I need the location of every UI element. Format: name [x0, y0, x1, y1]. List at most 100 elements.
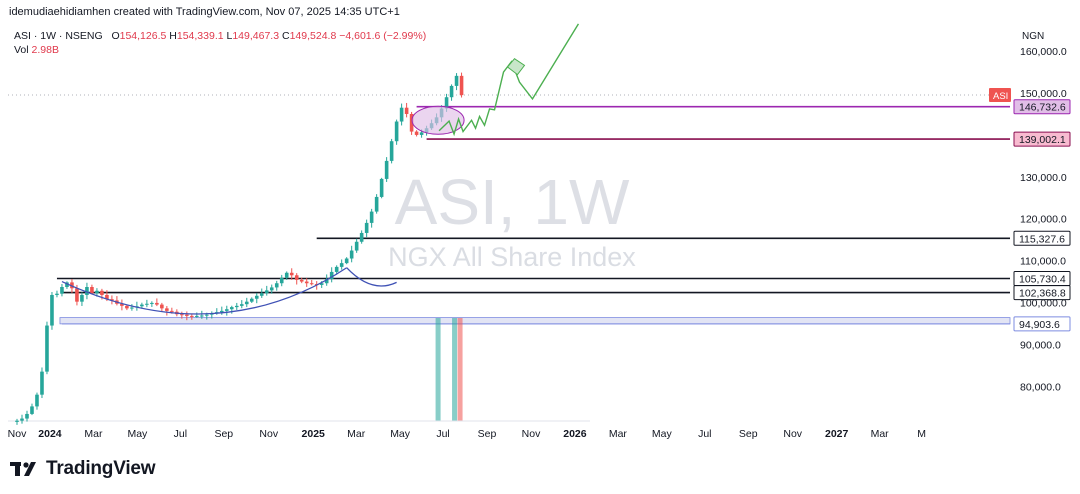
candle[interactable]: [150, 301, 154, 307]
candle[interactable]: [304, 278, 309, 287]
candle[interactable]: [145, 299, 149, 308]
candle[interactable]: [165, 306, 169, 316]
candle[interactable]: [334, 265, 339, 275]
y-tick-label: 120,000.0: [1020, 214, 1067, 226]
candle[interactable]: [369, 208, 374, 228]
candle[interactable]: [120, 299, 124, 311]
currency-label: NGN: [1022, 31, 1044, 42]
candle[interactable]: [274, 280, 279, 291]
candle-body: [284, 272, 289, 278]
candle[interactable]: [389, 138, 394, 164]
volume-legend: Vol 2.98B: [14, 44, 59, 56]
candle[interactable]: [50, 292, 54, 330]
candle[interactable]: [269, 284, 274, 294]
candle[interactable]: [329, 267, 334, 283]
candle[interactable]: [20, 414, 24, 424]
candle[interactable]: [364, 219, 369, 238]
candle[interactable]: [85, 282, 89, 300]
candle[interactable]: [409, 111, 414, 135]
candle[interactable]: [344, 257, 349, 265]
candle[interactable]: [110, 295, 114, 305]
candle[interactable]: [294, 273, 299, 285]
y-tick-label: 160,000.0: [1020, 46, 1067, 58]
candle[interactable]: [55, 290, 59, 298]
candle[interactable]: [130, 304, 134, 311]
candle-body: [165, 308, 169, 311]
x-tick-label: Mar: [84, 428, 103, 440]
candle[interactable]: [254, 293, 259, 304]
candle-body: [30, 406, 34, 414]
candle[interactable]: [60, 283, 64, 297]
candle[interactable]: [359, 230, 364, 244]
candle[interactable]: [264, 285, 269, 296]
candle-body: [100, 290, 104, 295]
candle[interactable]: [414, 130, 419, 137]
candle-body: [200, 315, 204, 317]
candle[interactable]: [244, 297, 249, 308]
candle[interactable]: [374, 194, 379, 214]
candle[interactable]: [234, 302, 239, 310]
candle-body: [324, 279, 329, 284]
candle[interactable]: [459, 72, 464, 98]
candle[interactable]: [239, 300, 244, 309]
candle[interactable]: [30, 403, 34, 416]
candle[interactable]: [249, 297, 254, 304]
candle-body: [185, 314, 189, 316]
candle[interactable]: [155, 298, 159, 307]
candle[interactable]: [125, 304, 129, 311]
candle[interactable]: [15, 418, 19, 425]
candle-body: [244, 301, 249, 305]
candle[interactable]: [80, 292, 84, 306]
candle[interactable]: [35, 392, 39, 410]
candle-body: [229, 307, 234, 310]
candle[interactable]: [454, 73, 459, 91]
candle[interactable]: [90, 284, 94, 295]
candle[interactable]: [25, 410, 29, 422]
candle[interactable]: [135, 301, 139, 311]
candle[interactable]: [180, 311, 184, 319]
candle-body: [329, 271, 334, 280]
candle[interactable]: [200, 310, 204, 319]
y-tick-label: 100,000.0: [1020, 298, 1067, 310]
candle-body: [85, 287, 89, 295]
symbol-label[interactable]: ASI · 1W · NSENG: [14, 30, 103, 42]
candle[interactable]: [289, 268, 294, 280]
candle[interactable]: [309, 279, 314, 286]
candle-body: [399, 107, 404, 122]
candle[interactable]: [449, 84, 454, 101]
cup-curve: [61, 267, 348, 315]
candle-body: [140, 304, 144, 307]
volume-bar: [452, 318, 458, 421]
candle[interactable]: [379, 177, 384, 199]
close-key: C: [281, 30, 290, 42]
high-key: H: [169, 30, 177, 42]
candle[interactable]: [160, 302, 164, 312]
candle[interactable]: [399, 103, 404, 126]
candle[interactable]: [349, 245, 354, 263]
candle[interactable]: [279, 274, 284, 287]
candle[interactable]: [115, 296, 119, 306]
candle[interactable]: [259, 288, 264, 298]
candle[interactable]: [299, 277, 304, 284]
candle[interactable]: [65, 281, 69, 289]
candle-body: [45, 325, 49, 372]
candle[interactable]: [384, 157, 389, 182]
consolidation-ellipse: [411, 105, 465, 135]
candle-body: [459, 75, 464, 96]
candle-body: [110, 299, 114, 301]
candle-body: [369, 211, 374, 223]
candle-body: [344, 258, 349, 264]
candle[interactable]: [45, 321, 49, 375]
candle[interactable]: [354, 238, 359, 253]
candle[interactable]: [394, 119, 399, 145]
open-key: O: [111, 30, 120, 42]
candle[interactable]: [284, 271, 289, 280]
candle[interactable]: [40, 367, 44, 399]
candle[interactable]: [195, 312, 199, 318]
candle[interactable]: [185, 311, 189, 321]
candle[interactable]: [339, 259, 344, 270]
candle[interactable]: [404, 102, 409, 118]
candle[interactable]: [190, 314, 194, 320]
candle[interactable]: [224, 305, 229, 316]
